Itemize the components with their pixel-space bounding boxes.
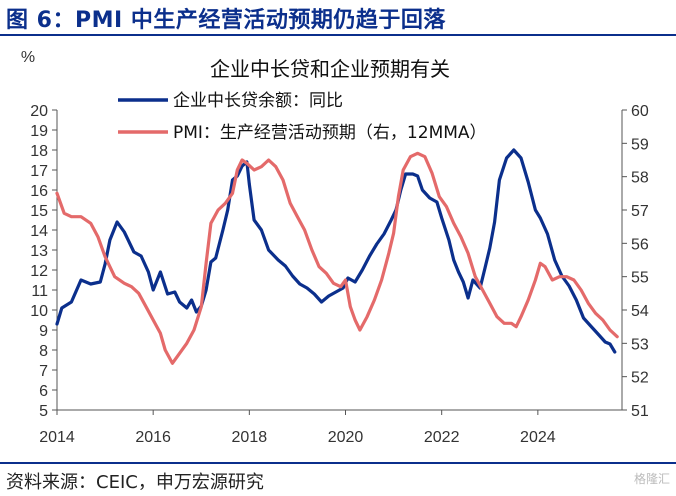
axes: 5678910111213141516171819205152535455565…: [30, 103, 649, 446]
left-tick-label: 7: [39, 363, 48, 380]
left-tick-label: 16: [30, 183, 48, 200]
left-tick-label: 19: [30, 123, 48, 140]
right-tick-label: 58: [631, 170, 649, 187]
left-tick-label: 5: [39, 403, 48, 420]
series-line-1: [55, 148, 617, 354]
footer-rule: [0, 462, 676, 464]
right-tick-label: 52: [631, 370, 649, 387]
right-tick-label: 60: [631, 103, 649, 120]
left-tick-label: 12: [30, 263, 48, 280]
left-tick-label: 8: [39, 343, 48, 360]
x-tick-label: 2016: [135, 429, 171, 446]
chart-svg: 企业中长贷和企业预期有关 % 5678910111213141516171819…: [21, 49, 649, 446]
x-tick-label: 2018: [232, 429, 268, 446]
x-tick-label: 2020: [328, 429, 364, 446]
legend-label-2: PMI：生产经营活动预期（右，12MMA）: [173, 123, 487, 143]
left-tick-label: 11: [31, 283, 48, 300]
right-tick-label: 53: [631, 336, 649, 353]
series-lines: [55, 148, 619, 365]
x-tick-label: 2022: [424, 429, 460, 446]
right-tick-label: 55: [631, 270, 649, 287]
right-tick-label: 59: [631, 136, 649, 153]
legend: 企业中长贷余额：同比 PMI：生产经营活动预期（右，12MMA）: [118, 91, 487, 143]
left-tick-label: 15: [30, 203, 48, 220]
chart-title: 企业中长贷和企业预期有关: [210, 57, 450, 81]
left-tick-label: 14: [30, 223, 48, 240]
left-tick-label: 6: [39, 383, 48, 400]
left-tick-label: 10: [30, 303, 48, 320]
left-tick-label: 13: [30, 243, 48, 260]
left-tick-label: 9: [39, 323, 48, 340]
right-tick-label: 56: [631, 236, 649, 253]
right-tick-label: 57: [631, 203, 649, 220]
watermark: 格隆汇: [633, 472, 670, 486]
title-rule: [0, 34, 676, 36]
left-axis-unit: %: [21, 49, 35, 66]
legend-label-1: 企业中长贷余额：同比: [173, 91, 343, 111]
figure-title: 图 6：PMI 中生产经营活动预期仍趋于回落: [6, 8, 446, 33]
left-tick-label: 18: [30, 143, 48, 160]
source-note: 资料来源：CEIC，申万宏源研究: [6, 472, 264, 493]
x-tick-label: 2014: [39, 429, 75, 446]
left-tick-label: 17: [30, 163, 48, 180]
x-tick-label: 2024: [520, 429, 556, 446]
series-line-2: [55, 151, 619, 365]
left-tick-label: 20: [30, 103, 48, 120]
right-tick-label: 51: [631, 403, 649, 420]
right-tick-label: 54: [631, 303, 649, 320]
